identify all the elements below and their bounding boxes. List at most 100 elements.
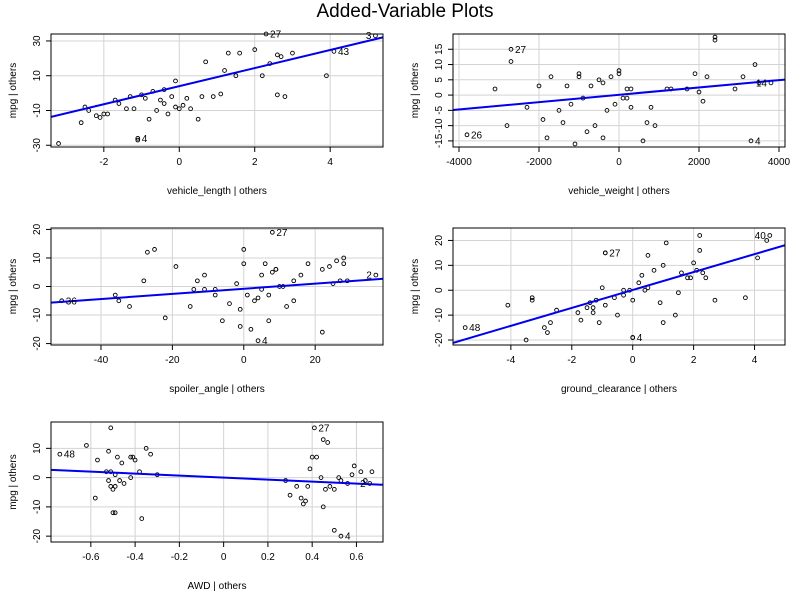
data-point (644, 120, 650, 125)
data-point (545, 330, 550, 335)
data-point (248, 326, 254, 332)
data-point (225, 50, 231, 56)
data-point (284, 304, 289, 309)
data-point (252, 47, 258, 52)
data-point (592, 123, 598, 128)
data-point (108, 425, 114, 431)
x-tick-label: 0.6 (349, 552, 363, 563)
data-point (309, 454, 315, 460)
y-tick-label: 5 (434, 77, 445, 83)
data-point (640, 138, 646, 144)
data-point (266, 292, 272, 298)
data-point (108, 484, 114, 489)
data-point (139, 516, 145, 521)
data-point (349, 472, 355, 478)
data-point (252, 298, 257, 304)
y-tick-label: -20 (32, 528, 43, 543)
data-point (624, 95, 630, 101)
data-point (712, 297, 718, 303)
x-tick-label: -20 (165, 355, 180, 366)
data-point (529, 295, 535, 301)
data-point (568, 101, 574, 107)
data-point (203, 59, 209, 65)
y-tick-label: 30 (32, 35, 43, 47)
data-point (712, 34, 718, 40)
data-point (173, 264, 179, 269)
point-label: 27 (276, 228, 288, 239)
point-label: 4 (262, 336, 268, 347)
point-label: 48 (469, 323, 481, 334)
data-point (262, 261, 268, 267)
data-point (278, 54, 284, 59)
data-point (154, 108, 159, 113)
y-tick-label: 0 (434, 287, 445, 293)
data-point (732, 86, 738, 92)
data-point (645, 253, 651, 258)
data-point (358, 469, 364, 475)
av-plot-1: -2 0 2 4 -30 -10 10 30 vehicle_length | others mp… (8, 30, 384, 197)
y-axis-label: mpg | others (410, 259, 421, 314)
data-point (628, 104, 634, 110)
data-point (548, 74, 554, 80)
data-point (110, 486, 116, 492)
data-point (628, 86, 634, 92)
page-title: Added-Variable Plots (316, 1, 494, 22)
data-point (556, 108, 562, 113)
data-point (227, 301, 232, 306)
data-point (173, 104, 178, 110)
data-point (128, 475, 134, 480)
regression-line (453, 244, 785, 344)
x-tick-label: 4000 (768, 157, 791, 168)
data-point (602, 250, 608, 256)
data-point (369, 469, 375, 475)
data-point (162, 315, 168, 321)
data-point (141, 278, 147, 284)
data-point (608, 74, 614, 80)
data-point (692, 71, 698, 77)
y-axis-label: mpg | others (8, 63, 19, 118)
data-point (740, 74, 746, 80)
data-point (273, 267, 279, 272)
y-tick-label: 0 (434, 92, 445, 98)
y-tick-label: 20 (32, 223, 43, 235)
data-point (237, 324, 243, 329)
data-point (275, 52, 280, 58)
data-point (536, 83, 542, 89)
data-point (331, 527, 337, 533)
data-point (241, 261, 247, 267)
x-tick-label: -0.2 (171, 552, 189, 563)
data-point (218, 91, 224, 97)
data-point (319, 267, 325, 272)
data-point (657, 300, 663, 306)
x-tick-label: 4 (752, 355, 758, 366)
regression-line (51, 468, 383, 486)
data-point (57, 451, 63, 457)
data-point (130, 454, 136, 460)
data-point (542, 325, 547, 330)
data-point (318, 475, 324, 480)
y-tick-label: 20 (434, 234, 445, 246)
data-point (127, 304, 132, 309)
data-point (700, 270, 706, 276)
x-axis-label: vehicle_length | others (167, 186, 267, 197)
data-point (697, 248, 703, 253)
point-label: 3 (366, 31, 372, 42)
regression-line (453, 78, 785, 111)
data-point (523, 337, 529, 343)
data-point (135, 135, 141, 141)
data-point (604, 108, 610, 113)
x-tick-label: -4 (506, 355, 515, 366)
data-point (576, 74, 582, 80)
point-label: 2 (360, 479, 366, 490)
x-tick-label: 0 (630, 355, 636, 366)
data-point (341, 255, 347, 261)
x-tick-label: 0 (616, 157, 622, 168)
point-label: 27 (270, 30, 282, 41)
point-label: 40 (755, 231, 767, 242)
x-tick-label: -2 (567, 355, 576, 366)
point-label: 27 (318, 423, 330, 434)
point-label: 48 (64, 450, 76, 461)
data-point (195, 116, 201, 122)
data-point (691, 260, 696, 266)
regression-line (51, 36, 383, 118)
